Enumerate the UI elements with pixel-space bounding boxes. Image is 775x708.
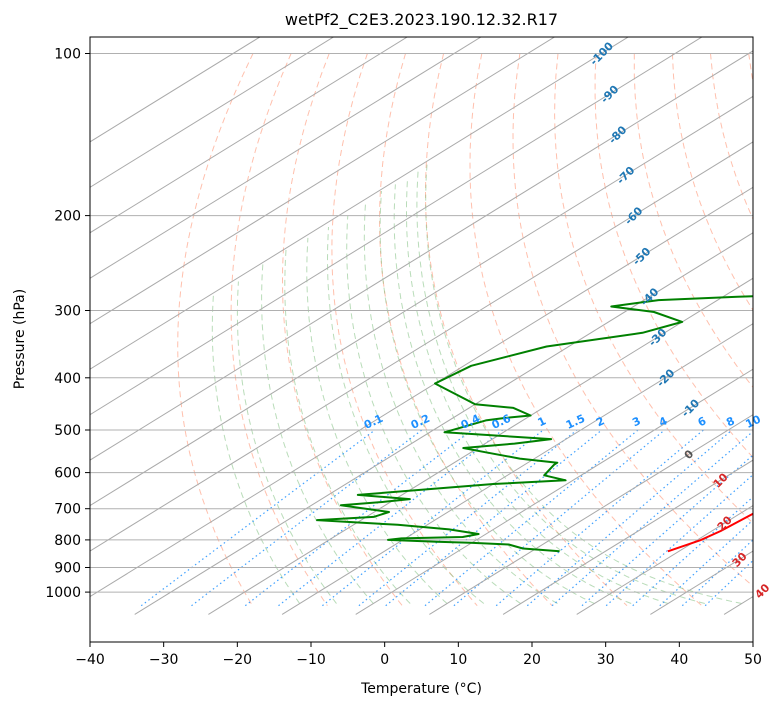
plot-area [90, 37, 753, 615]
moist-adiabat-line [284, 248, 411, 604]
y-tick-label: 1000 [45, 585, 81, 601]
isotherm-line [281, 323, 753, 615]
y-axis: 100 200 300 400 500 600 700 800 900 1000 [45, 47, 90, 601]
mixing-ratio-line [495, 429, 704, 607]
x-tick-label: 30 [597, 652, 615, 668]
isotherm-line [90, 37, 703, 416]
mixing-ratio-line [659, 519, 753, 607]
y-axis-label: Pressure (hPa) [12, 289, 28, 389]
y-tick-label: 200 [54, 209, 81, 225]
moist-adiabats [211, 163, 742, 604]
mixing-ratio-line [681, 539, 753, 607]
y-tick-label: 100 [54, 47, 81, 63]
mixing-ratio-line [140, 429, 376, 607]
dry-adiabat-line [633, 53, 753, 389]
moist-adiabat-line [363, 203, 558, 604]
chart-title: wetPf2_C2E3.2023.190.12.32.R17 [285, 10, 558, 30]
y-tick-label: 700 [54, 502, 81, 518]
x-tick-label: 20 [523, 652, 541, 668]
y-tick-label: 600 [54, 466, 81, 482]
mixing-ratio-line [605, 473, 753, 607]
moist-adiabat-line [416, 170, 705, 604]
dry-adiabat-line [671, 53, 753, 312]
moist-adiabat-line [406, 177, 669, 604]
dry-adiabat-line [424, 53, 628, 607]
isotherm-line [90, 37, 556, 325]
mixing-ratio-line [244, 429, 473, 607]
isotherm-line [90, 37, 335, 188]
x-axis-label: Temperature (°C) [360, 681, 482, 697]
moist-adiabat-line [327, 226, 485, 604]
x-tick-label: 10 [449, 652, 467, 668]
isotherm-line [90, 141, 753, 552]
x-axis: −40 −30 −20 −10 0 10 20 30 40 50 [75, 642, 762, 668]
y-tick-label: 800 [54, 533, 81, 549]
y-tick-label: 300 [54, 304, 81, 320]
y-tick-label: 500 [54, 423, 81, 439]
x-tick-label: −40 [75, 652, 105, 668]
isotherm-line [90, 186, 753, 598]
moist-adiabat-line [393, 184, 632, 604]
dewpoint-profile [316, 295, 753, 553]
moist-adiabat-line [346, 215, 521, 604]
plot-frame [89, 36, 754, 643]
isotherm-line [90, 37, 630, 370]
mixing-ratio-line [358, 429, 578, 607]
x-tick-label: 40 [670, 652, 688, 668]
mixing-ratio-line [581, 454, 753, 607]
isotherm-line [90, 95, 753, 507]
isotherm-line [355, 368, 753, 615]
y-tick-label: 900 [54, 561, 81, 577]
isotherm-line [90, 37, 482, 279]
x-tick-label: 0 [380, 652, 389, 668]
isotherm-line [429, 414, 753, 615]
moist-adiabat-line [236, 281, 337, 604]
dry-adiabat-line [282, 53, 403, 607]
isotherm-line [502, 459, 753, 615]
moist-adiabat-line [425, 163, 742, 604]
mixing-ratio-line [191, 429, 423, 607]
moist-adiabat-line [379, 190, 595, 604]
isotherm-line [90, 50, 753, 461]
isotherm-line [90, 37, 409, 234]
isotherm-line [134, 232, 753, 615]
x-tick-label: 50 [744, 652, 762, 668]
moist-adiabat-line [261, 263, 374, 604]
x-tick-label: −30 [149, 652, 179, 668]
pressure-gridlines [90, 53, 753, 593]
y-tick-label: 400 [54, 371, 81, 387]
x-tick-label: −20 [223, 652, 253, 668]
x-tick-label: −10 [296, 652, 326, 668]
moist-adiabat-line [211, 294, 301, 604]
mixing-ratio-line [632, 496, 753, 607]
isotherm-line [576, 504, 753, 615]
isotherm-line [90, 37, 261, 143]
